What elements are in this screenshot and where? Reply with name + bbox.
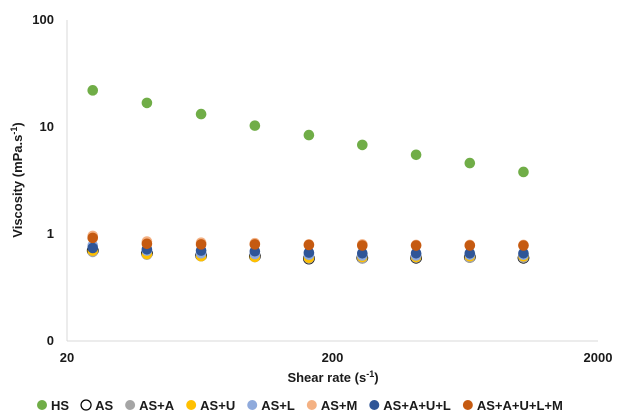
legend-marker (369, 400, 380, 410)
data-point (87, 232, 99, 244)
legend-label: AS+L (261, 398, 295, 413)
x-tick-label: 200 (322, 350, 344, 365)
legend-item: HS (37, 398, 69, 413)
legend-label: AS+A+U+L+M (477, 398, 563, 413)
y-axis-title: Viscosity (mPa.s-1) (9, 122, 25, 237)
legend-marker (80, 399, 92, 411)
data-point (141, 97, 153, 109)
data-point (249, 239, 261, 250)
legend-label: AS (95, 398, 113, 413)
legend-item: AS+A+U+L (369, 398, 451, 413)
axes (66, 20, 598, 342)
data-point (87, 242, 99, 254)
data-point (303, 247, 315, 258)
legend-marker (462, 400, 473, 410)
data-point (464, 240, 476, 251)
data-point (357, 240, 368, 251)
legend-item: AS+L (247, 398, 295, 413)
data-point (195, 239, 207, 250)
data-point (410, 149, 422, 161)
legend-label: AS+M (321, 398, 357, 413)
data-point (195, 108, 207, 120)
legend-marker (125, 400, 136, 410)
data-point (357, 248, 368, 259)
legend-item: AS+M (306, 398, 357, 413)
y-tick-label: 1 (47, 226, 54, 241)
legend-marker (186, 400, 197, 410)
data-point (357, 139, 368, 151)
legend-label: AS+A+U+L (383, 398, 451, 413)
data-point (303, 129, 315, 141)
y-tick-label: 10 (40, 119, 54, 134)
legend-item: AS+A (125, 398, 175, 413)
legend-item: AS+U (186, 398, 235, 413)
legend-label: AS+A (139, 398, 175, 413)
legend: HS AS AS+A AS+U AS+L AS+M AS+A+U+L AS+A+U+L+M (37, 398, 563, 413)
data-point (410, 240, 422, 251)
data-point (410, 248, 422, 259)
data-point (464, 248, 476, 259)
data-point (518, 166, 529, 178)
data-point (249, 120, 261, 131)
data-points (86, 85, 530, 265)
data-point (303, 239, 315, 251)
series-hs (87, 85, 529, 178)
series-as-a-u-l-m (87, 232, 529, 251)
legend-item: AS (80, 398, 113, 413)
legend-marker (306, 400, 317, 410)
data-point (464, 157, 476, 169)
x-tick-label: 2000 (584, 350, 613, 365)
y-tick-label: 0 (47, 333, 54, 348)
legend-marker (247, 400, 258, 410)
y-tick-labels: 0 1 10 100 (32, 12, 54, 348)
data-point (518, 240, 529, 251)
legend-item: AS+A+U+L+M (462, 398, 563, 413)
legend-label: AS+U (200, 398, 235, 413)
data-point (141, 238, 153, 250)
x-tick-labels: 20 200 2000 (60, 350, 613, 365)
x-axis-title: Shear rate (s-1) (287, 369, 378, 385)
legend-marker (37, 400, 47, 410)
y-tick-label: 100 (32, 12, 54, 27)
x-tick-label: 20 (60, 350, 74, 365)
data-point (518, 248, 529, 259)
data-point (87, 85, 99, 96)
legend-label: HS (51, 398, 69, 413)
